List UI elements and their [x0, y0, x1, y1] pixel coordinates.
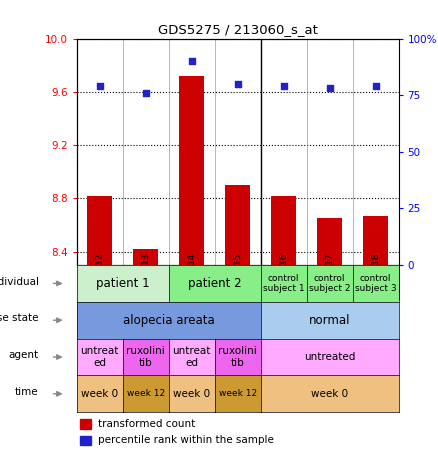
Text: normal: normal — [309, 314, 350, 327]
Text: week 12: week 12 — [127, 389, 165, 398]
Text: percentile rank within the sample: percentile rank within the sample — [98, 435, 273, 445]
Bar — [317, 218, 342, 265]
Text: week 12: week 12 — [219, 389, 257, 398]
Point — [96, 82, 103, 90]
Text: GSM1414312: GSM1414312 — [95, 253, 104, 311]
Text: transformed count: transformed count — [98, 419, 195, 429]
Bar — [179, 76, 204, 265]
Text: GSM1414315: GSM1414315 — [233, 253, 242, 311]
Bar — [133, 249, 158, 265]
Bar — [363, 216, 388, 265]
Text: time: time — [15, 387, 39, 397]
Text: GSM1414318: GSM1414318 — [371, 253, 380, 311]
Text: alopecia areata: alopecia areata — [123, 314, 215, 327]
Point — [142, 89, 149, 96]
Bar — [87, 196, 112, 265]
Text: untreat
ed: untreat ed — [81, 346, 119, 368]
Text: ruxolini
tib: ruxolini tib — [126, 346, 165, 368]
Text: ruxolini
tib: ruxolini tib — [218, 346, 257, 368]
Text: GSM1414316: GSM1414316 — [279, 253, 288, 311]
Text: GSM1414314: GSM1414314 — [187, 253, 196, 311]
Text: control
subject 3: control subject 3 — [355, 274, 396, 293]
Bar — [225, 185, 250, 265]
Text: agent: agent — [9, 350, 39, 360]
Point — [372, 82, 379, 90]
Text: patient 2: patient 2 — [188, 277, 241, 290]
Text: week 0: week 0 — [311, 389, 348, 399]
Point — [326, 85, 333, 92]
Text: GSM1414313: GSM1414313 — [141, 253, 150, 311]
Text: control
subject 1: control subject 1 — [263, 274, 304, 293]
Bar — [80, 436, 91, 445]
Text: week 0: week 0 — [81, 389, 118, 399]
Text: untreated: untreated — [304, 352, 355, 362]
Text: patient 1: patient 1 — [96, 277, 149, 290]
Point — [280, 82, 287, 90]
Bar — [80, 419, 91, 429]
Text: individual: individual — [0, 277, 39, 287]
Point — [234, 80, 241, 87]
Point — [188, 58, 195, 65]
Bar — [271, 196, 296, 265]
Text: week 0: week 0 — [173, 389, 210, 399]
Title: GDS5275 / 213060_s_at: GDS5275 / 213060_s_at — [158, 23, 318, 36]
Text: disease state: disease state — [0, 313, 39, 323]
Text: untreat
ed: untreat ed — [173, 346, 211, 368]
Text: GSM1414317: GSM1414317 — [325, 253, 334, 311]
Text: control
subject 2: control subject 2 — [309, 274, 350, 293]
